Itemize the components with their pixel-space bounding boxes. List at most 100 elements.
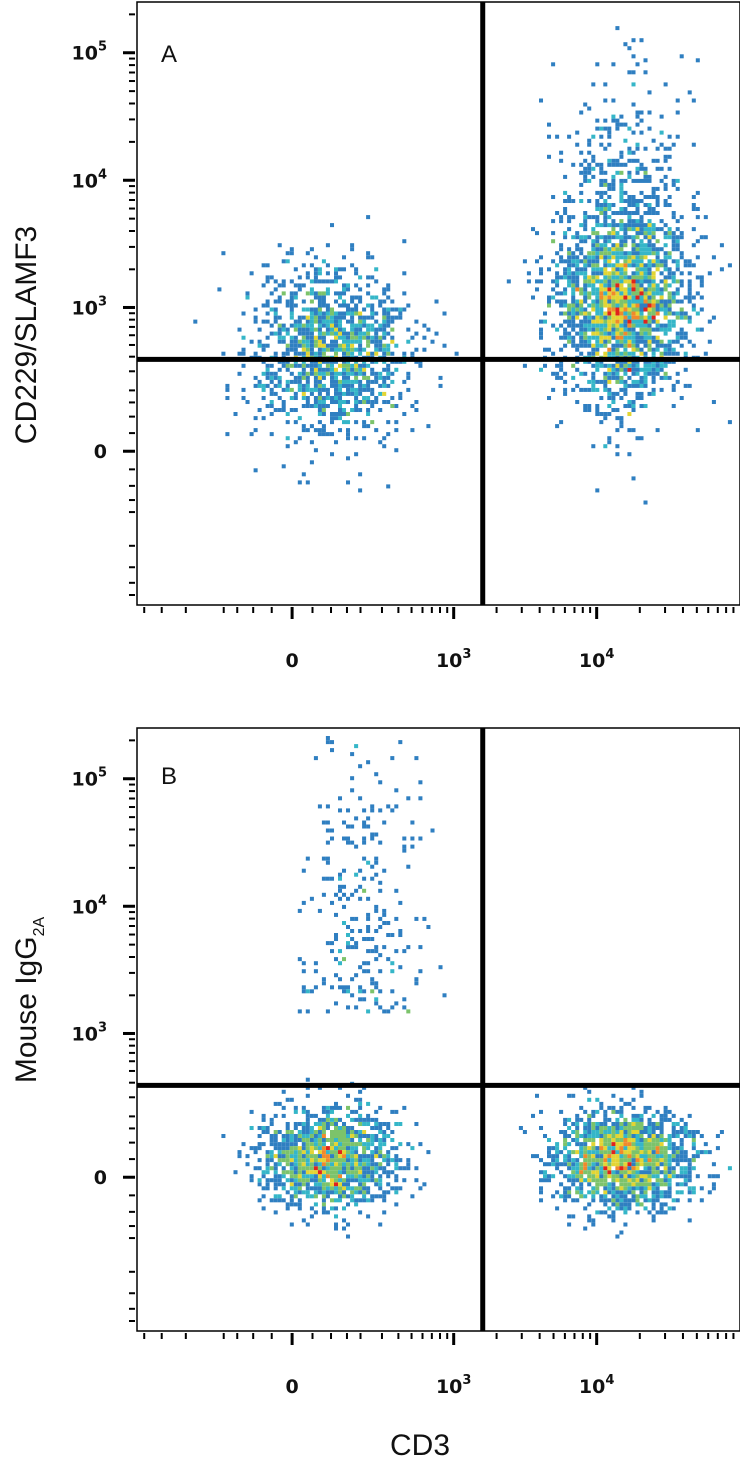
event-dot	[647, 327, 652, 332]
event-dot	[362, 820, 367, 825]
event-dot	[635, 247, 640, 252]
event-dot	[390, 756, 395, 761]
event-dot	[619, 291, 624, 296]
event-dot	[675, 110, 680, 115]
event-dot	[277, 383, 282, 388]
event-dot	[281, 1166, 286, 1171]
event-dot	[615, 347, 620, 352]
event-dot	[350, 408, 355, 413]
event-dot	[257, 1182, 262, 1187]
event-dot	[679, 396, 684, 401]
event-dot	[607, 259, 612, 264]
event-dot	[611, 235, 616, 240]
event-dot	[394, 420, 399, 425]
event-dot	[611, 335, 616, 340]
event-dot	[563, 335, 568, 340]
event-dot	[390, 1158, 395, 1163]
event-dot	[289, 379, 294, 384]
event-dot	[289, 1150, 294, 1155]
event-dot	[506, 279, 511, 284]
event-dot	[619, 331, 624, 336]
event-dot	[623, 323, 628, 328]
event-dot	[575, 235, 580, 240]
event-dot	[571, 307, 576, 312]
event-dot	[595, 1150, 600, 1155]
event-dot	[607, 1190, 612, 1195]
event-dot	[699, 275, 704, 280]
event-dot	[350, 263, 355, 268]
event-dot	[342, 347, 347, 352]
event-dot	[305, 1077, 310, 1082]
event-dot	[607, 1154, 612, 1159]
event-dot	[647, 1178, 652, 1183]
event-dot	[261, 347, 266, 352]
event-dot	[245, 1162, 250, 1167]
event-dot	[627, 215, 632, 220]
event-dot	[559, 363, 564, 368]
event-dot	[305, 1117, 310, 1122]
event-dot	[559, 323, 564, 328]
event-dot	[603, 283, 608, 288]
event-dot	[382, 1170, 387, 1175]
event-dot	[325, 1170, 330, 1175]
event-dot	[583, 166, 588, 171]
event-dot	[346, 436, 351, 441]
event-dot	[522, 259, 527, 264]
event-dot	[346, 391, 351, 396]
event-dot	[269, 1122, 274, 1127]
event-dot	[631, 211, 636, 216]
event-dot	[687, 383, 692, 388]
event-dot	[639, 291, 644, 296]
event-dot	[639, 1138, 644, 1143]
event-dot	[269, 412, 274, 417]
event-dot	[631, 1174, 636, 1179]
event-dot	[643, 1162, 648, 1167]
event-dot	[317, 1174, 322, 1179]
event-dot	[366, 1178, 371, 1183]
event-dot	[543, 1162, 548, 1167]
event-dot	[591, 299, 596, 304]
event-dot	[334, 299, 339, 304]
panel-a-y-axis-title: CD229/SLAMF3	[10, 226, 43, 444]
event-dot	[313, 335, 318, 340]
event-dot	[563, 174, 568, 179]
event-dot	[651, 263, 656, 268]
event-dot	[571, 1122, 576, 1127]
event-dot	[663, 371, 668, 376]
event-dot	[539, 1126, 544, 1131]
event-dot	[599, 1142, 604, 1147]
event-dot	[679, 1166, 684, 1171]
event-dot	[334, 1150, 339, 1155]
event-dot	[350, 339, 355, 344]
event-dot	[374, 335, 379, 340]
event-dot	[579, 335, 584, 340]
event-dot	[651, 367, 656, 372]
event-dot	[301, 371, 306, 376]
event-dot	[330, 985, 335, 990]
event-dot	[611, 307, 616, 312]
event-dot	[607, 1146, 612, 1151]
event-dot	[334, 335, 339, 340]
event-dot	[382, 1158, 387, 1163]
event-dot	[390, 808, 395, 813]
event-dot	[591, 347, 596, 352]
event-dot	[659, 259, 664, 264]
event-dot	[655, 428, 660, 433]
event-dot	[374, 981, 379, 986]
event-dot	[317, 1126, 322, 1131]
event-dot	[551, 1194, 556, 1199]
event-dot	[603, 146, 608, 151]
event-dot	[611, 319, 616, 324]
event-dot	[651, 375, 656, 380]
event-dot	[603, 259, 608, 264]
event-dot	[639, 383, 644, 388]
event-dot	[321, 1198, 326, 1203]
event-dot	[289, 343, 294, 348]
event-dot	[599, 283, 604, 288]
event-dot	[623, 42, 628, 47]
event-dot	[611, 219, 616, 224]
event-dot	[330, 279, 335, 284]
event-dot	[346, 1170, 351, 1175]
event-dot	[627, 400, 632, 405]
event-dot	[591, 1109, 596, 1114]
